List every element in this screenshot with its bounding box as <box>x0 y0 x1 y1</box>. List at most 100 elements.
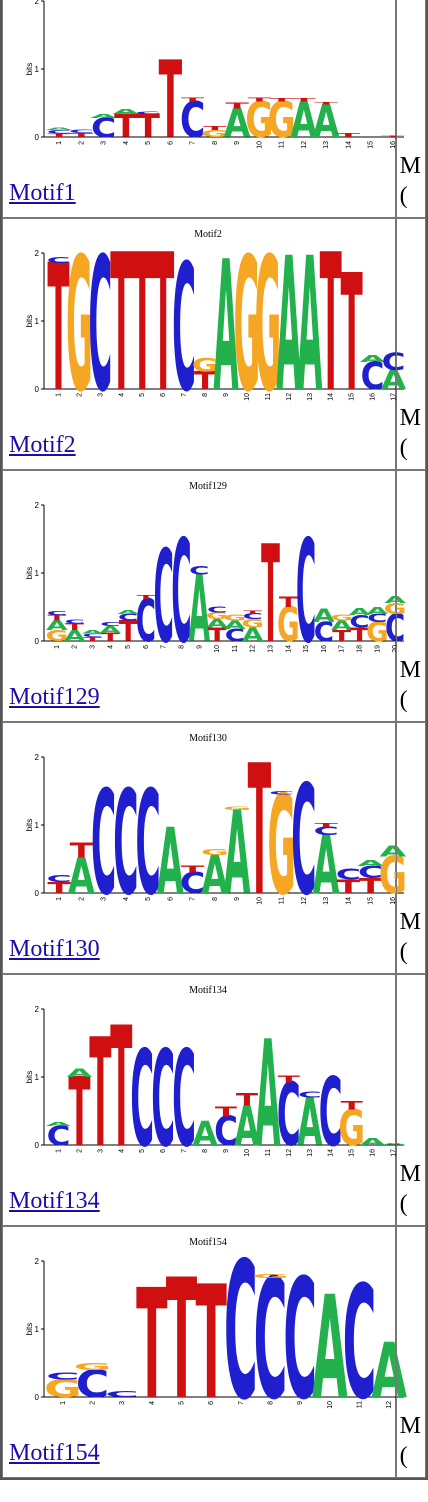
logo-letter-a: A <box>255 1011 280 1161</box>
logo-letter-t: T <box>136 594 155 601</box>
position-label: 4 <box>123 897 130 901</box>
position-label: 12 <box>286 393 293 401</box>
position-label: 4 <box>107 645 114 649</box>
logo-letter-c: C <box>277 1066 301 1161</box>
y-axis-label: bits <box>25 315 34 327</box>
logo-letter-g: G <box>224 614 247 623</box>
logo-letter-t: T <box>270 97 294 103</box>
motif-link[interactable]: Motif154 <box>9 1440 100 1466</box>
y-tick-label: 0 <box>35 637 40 646</box>
logo-letter-c: C <box>225 626 245 645</box>
position-label: 16 <box>370 1149 377 1157</box>
motif-link[interactable]: Motif129 <box>9 684 100 710</box>
logo-letter-a: A <box>90 113 117 120</box>
position-label: 16 <box>370 393 377 401</box>
logo-letter-g: G <box>379 847 407 906</box>
position-label: 5 <box>145 141 152 145</box>
logo-letter-g: G <box>201 128 229 139</box>
logo-letter-c: C <box>113 760 138 909</box>
position-label: 13 <box>323 141 330 149</box>
logo-letter-c: C <box>154 522 174 657</box>
position-label: 5 <box>125 645 132 649</box>
motif-logo-cell: Motif129 0 1 2 bits G A T C 1 A T C 2 T C A 3 T A C 4 T C A 5 C T 6 C… <box>2 470 406 722</box>
logo-letter-t: T <box>131 223 153 405</box>
y-axis-label: bits <box>25 567 34 579</box>
logo-letter-c: C <box>385 606 405 651</box>
logo-letter-a: A <box>371 1327 407 1413</box>
logo-letter-t: T <box>65 621 84 632</box>
motif-link[interactable]: Motif2 <box>9 432 76 458</box>
position-label: 8 <box>268 1401 275 1405</box>
position-label: 16 <box>390 141 397 149</box>
position-label: 6 <box>160 393 167 397</box>
motif-link[interactable]: Motif134 <box>9 1188 100 1214</box>
logo-letter-a: A <box>189 557 210 657</box>
position-label: 18 <box>357 645 364 653</box>
position-label: 3 <box>119 1401 126 1405</box>
position-label: 6 <box>160 1149 167 1153</box>
logo-letter-t: T <box>208 623 227 645</box>
position-label: 15 <box>303 645 310 653</box>
y-tick-label: 1 <box>35 569 40 578</box>
logo-letter-t: T <box>225 101 249 110</box>
logo-letter-t: T <box>203 125 227 132</box>
logo-letter-a: A <box>64 627 86 645</box>
logo-letter-a: A <box>117 609 139 616</box>
position-label: 13 <box>307 393 314 401</box>
logo-title: Motif130 <box>189 733 227 744</box>
logo-letter-t: T <box>195 1253 226 1413</box>
motif-row: Motif129 0 1 2 bits G A T C 1 A T C 2 T C A 3 T A C 4 T C A 5 C T 6 C… <box>2 470 426 722</box>
logo-letter-c: C <box>105 1390 139 1399</box>
position-label: 19 <box>374 645 381 653</box>
logo-letter-t: T <box>101 630 121 643</box>
position-label: 8 <box>202 1149 209 1153</box>
position-label: 17 <box>391 393 398 401</box>
motif-link[interactable]: Motif130 <box>9 936 100 962</box>
position-label: 11 <box>357 1401 364 1408</box>
position-label: 9 <box>234 141 241 145</box>
logo-letter-c: C <box>243 612 263 621</box>
y-tick-label: 0 <box>35 889 40 898</box>
logo-letter-t: T <box>341 241 363 405</box>
motif-link[interactable]: Motif1 <box>9 180 76 206</box>
position-label: 9 <box>196 645 203 649</box>
position-label: 5 <box>145 897 152 901</box>
logo-letter-g: G <box>366 618 389 648</box>
logo-letter-t: T <box>47 133 71 139</box>
y-tick-label: 1 <box>35 65 40 74</box>
logo-letter-c: C <box>172 226 196 405</box>
logo-letter-c: C <box>180 93 205 150</box>
position-label: 13 <box>323 897 330 905</box>
logo-letter-t: T <box>350 623 369 645</box>
logo-letter-t: T <box>359 874 383 898</box>
position-label: 14 <box>328 1149 335 1157</box>
logo-letter-g: G <box>267 93 295 150</box>
logo-letter-c: C <box>135 110 160 114</box>
logo-letter-c: C <box>382 348 406 375</box>
logo-letter-t: T <box>68 1057 90 1161</box>
y-tick-label: 2 <box>35 1257 40 1266</box>
logo-letter-a: A <box>46 127 73 131</box>
logo-letter-a: A <box>242 623 264 645</box>
position-label: 9 <box>234 897 241 901</box>
logo-letter-a: A <box>234 1094 259 1158</box>
position-label: 10 <box>256 897 263 905</box>
position-label: 9 <box>223 1149 230 1153</box>
logo-letter-c: C <box>47 610 67 617</box>
motif-row: 0 1 2 bits T C A 1 T C 2 C A 3 T A 4 T C 5 T 6 C T 7 G T 8 A T 9 G T 10 G T… <box>2 0 426 218</box>
logo-letter-a: A <box>291 93 318 150</box>
logo-letter-g: G <box>252 1273 290 1280</box>
logo-letter-c: C <box>69 129 94 135</box>
logo-letter-c: C <box>314 618 334 648</box>
y-tick-label: 2 <box>35 1005 40 1014</box>
logo-letter-a: A <box>360 353 386 364</box>
description-line-1: M <box>399 1161 421 1187</box>
position-label: 2 <box>78 141 85 145</box>
logo-letter-c: C <box>296 511 316 657</box>
logo-title: Motif154 <box>189 1237 227 1248</box>
description-line-2: ( <box>399 1191 408 1217</box>
position-label: 11 <box>279 897 286 904</box>
logo-letter-g: G <box>241 617 264 630</box>
logo-letter-t: T <box>332 627 352 645</box>
y-tick-label: 2 <box>35 0 40 6</box>
